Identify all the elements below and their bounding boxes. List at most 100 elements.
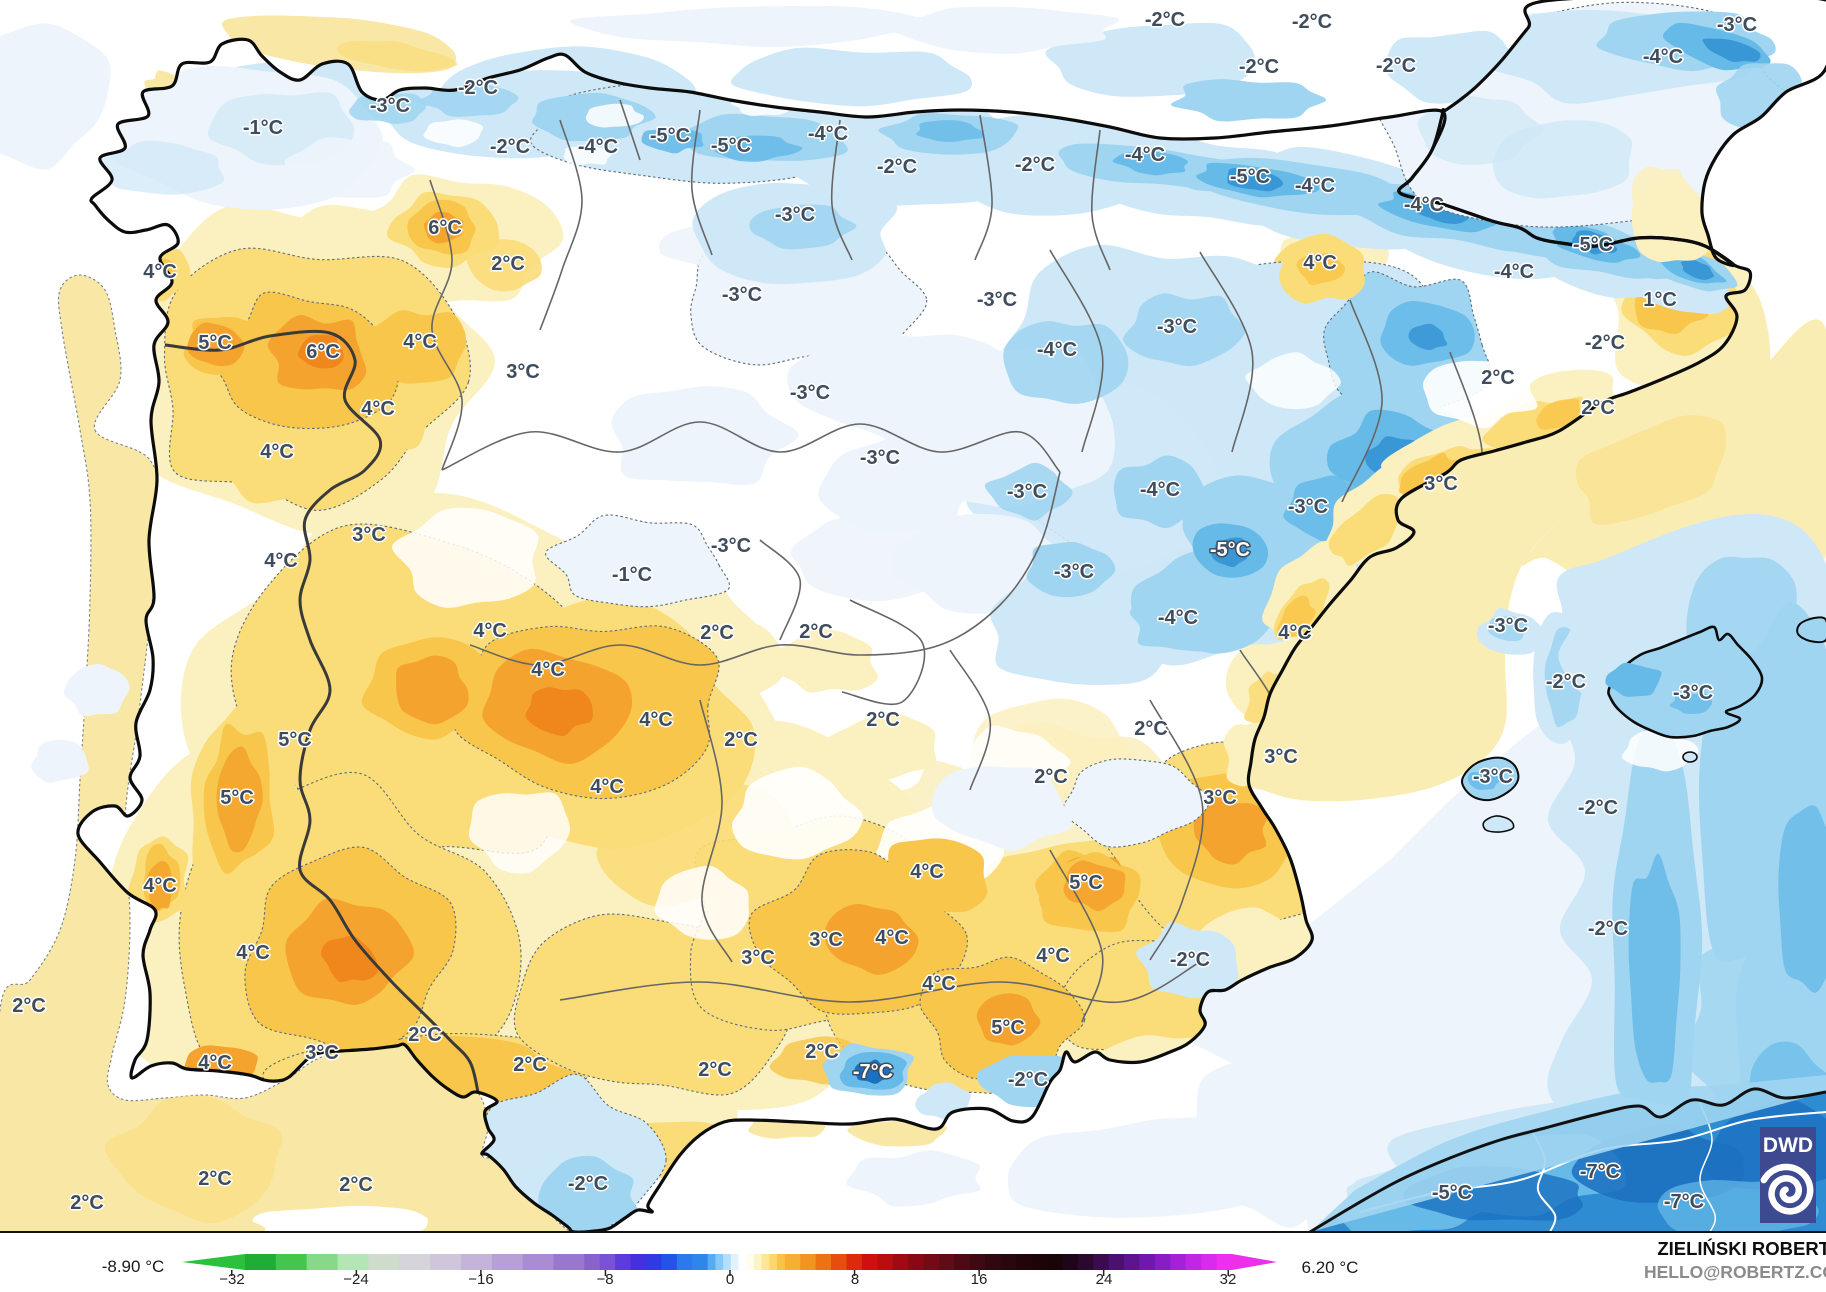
svg-text:-2°C: -2°C: [1588, 918, 1628, 940]
svg-text:-3°C: -3°C: [1054, 561, 1094, 583]
svg-text:2°C: 2°C: [339, 1174, 373, 1196]
svg-text:-3°C: -3°C: [1007, 481, 1047, 503]
svg-text:4°C: 4°C: [260, 441, 294, 463]
svg-text:-4°C: -4°C: [1158, 607, 1198, 629]
svg-text:2°C: 2°C: [805, 1041, 839, 1063]
svg-text:5°C: 5°C: [278, 729, 312, 751]
svg-text:-3°C: -3°C: [1673, 682, 1713, 704]
svg-text:-2°C: -2°C: [1008, 1069, 1048, 1091]
svg-text:-2°C: -2°C: [1376, 55, 1416, 77]
svg-text:4°C: 4°C: [590, 776, 624, 798]
svg-text:-3°C: -3°C: [1157, 316, 1197, 338]
svg-text:-4°C: -4°C: [1140, 479, 1180, 501]
svg-text:4°C: 4°C: [1303, 252, 1337, 274]
svg-text:16: 16: [971, 1271, 988, 1287]
svg-text:-8.90 °C: -8.90 °C: [102, 1257, 165, 1276]
svg-text:-7°C: -7°C: [1664, 1191, 1704, 1213]
svg-text:-1°C: -1°C: [243, 117, 283, 139]
svg-text:2°C: 2°C: [866, 709, 900, 731]
svg-text:3°C: 3°C: [741, 947, 775, 969]
svg-text:−16: −16: [468, 1271, 493, 1287]
svg-text:4°C: 4°C: [143, 261, 177, 283]
svg-text:-2°C: -2°C: [1546, 671, 1586, 693]
svg-text:−32: −32: [219, 1271, 244, 1287]
svg-text:-4°C: -4°C: [1643, 46, 1683, 68]
svg-text:5°C: 5°C: [991, 1017, 1025, 1039]
svg-text:-2°C: -2°C: [1015, 154, 1055, 176]
svg-text:4°C: 4°C: [403, 331, 437, 353]
svg-text:3°C: 3°C: [352, 524, 386, 546]
svg-text:-5°C: -5°C: [1432, 1182, 1472, 1204]
svg-text:2°C: 2°C: [799, 621, 833, 643]
svg-text:-3°C: -3°C: [977, 289, 1017, 311]
svg-text:-2°C: -2°C: [1585, 332, 1625, 354]
svg-text:1°C: 1°C: [1643, 289, 1677, 311]
svg-text:3°C: 3°C: [809, 929, 843, 951]
svg-text:4°C: 4°C: [1036, 945, 1070, 967]
svg-text:2°C: 2°C: [700, 622, 734, 644]
svg-text:-5°C: -5°C: [711, 135, 751, 157]
svg-text:-2°C: -2°C: [877, 156, 917, 178]
svg-text:-2°C: -2°C: [458, 77, 498, 99]
svg-text:5°C: 5°C: [198, 332, 232, 354]
svg-text:-3°C: -3°C: [790, 382, 830, 404]
svg-text:2°C: 2°C: [724, 729, 758, 751]
svg-text:2°C: 2°C: [1581, 397, 1615, 419]
svg-text:3°C: 3°C: [1203, 787, 1237, 809]
svg-text:3°C: 3°C: [1264, 746, 1298, 768]
svg-text:-4°C: -4°C: [578, 136, 618, 158]
svg-text:-4°C: -4°C: [1295, 175, 1335, 197]
svg-text:6°C: 6°C: [306, 341, 340, 363]
svg-text:-3°C: -3°C: [711, 535, 751, 557]
svg-text:-5°C: -5°C: [650, 125, 690, 147]
svg-text:-4°C: -4°C: [1494, 261, 1534, 283]
svg-text:8: 8: [851, 1271, 859, 1287]
svg-text:-4°C: -4°C: [1125, 144, 1165, 166]
svg-text:-7°C: -7°C: [853, 1061, 893, 1083]
svg-text:4°C: 4°C: [922, 973, 956, 995]
svg-text:2°C: 2°C: [1134, 718, 1168, 740]
svg-text:-1°C: -1°C: [612, 564, 652, 586]
svg-text:-3°C: -3°C: [370, 95, 410, 117]
svg-text:4°C: 4°C: [198, 1052, 232, 1074]
svg-text:2°C: 2°C: [12, 995, 46, 1017]
svg-text:-5°C: -5°C: [1573, 234, 1613, 256]
svg-text:2°C: 2°C: [698, 1059, 732, 1081]
svg-text:-5°C: -5°C: [1230, 166, 1270, 188]
svg-text:-3°C: -3°C: [860, 447, 900, 469]
svg-text:4°C: 4°C: [143, 875, 177, 897]
svg-text:2°C: 2°C: [408, 1024, 442, 1046]
svg-text:-3°C: -3°C: [1473, 766, 1513, 788]
svg-text:−24: −24: [343, 1271, 368, 1287]
svg-text:-3°C: -3°C: [1717, 14, 1757, 36]
svg-text:-2°C: -2°C: [1145, 9, 1185, 31]
svg-text:24: 24: [1096, 1271, 1113, 1287]
svg-text:-2°C: -2°C: [490, 136, 530, 158]
svg-text:3°C: 3°C: [506, 361, 540, 383]
svg-text:4°C: 4°C: [910, 861, 944, 883]
svg-text:5°C: 5°C: [1069, 872, 1103, 894]
svg-text:ZIELIŃSKI ROBERT: ZIELIŃSKI ROBERT: [1657, 1238, 1826, 1259]
svg-text:32: 32: [1220, 1271, 1237, 1287]
svg-text:0: 0: [726, 1271, 734, 1287]
svg-text:6°C: 6°C: [428, 217, 462, 239]
svg-text:2°C: 2°C: [491, 253, 525, 275]
svg-text:2°C: 2°C: [513, 1054, 547, 1076]
svg-text:-2°C: -2°C: [1239, 56, 1279, 78]
svg-text:-4°C: -4°C: [1404, 194, 1444, 216]
svg-text:DWD: DWD: [1763, 1134, 1813, 1157]
svg-text:-4°C: -4°C: [1037, 339, 1077, 361]
svg-text:-5°C: -5°C: [1210, 539, 1250, 561]
svg-text:-2°C: -2°C: [1170, 949, 1210, 971]
svg-text:−8: −8: [596, 1271, 613, 1287]
svg-text:-4°C: -4°C: [808, 123, 848, 145]
svg-text:-3°C: -3°C: [775, 204, 815, 226]
svg-text:3°C: 3°C: [1424, 473, 1458, 495]
svg-text:6.20 °C: 6.20 °C: [1302, 1258, 1359, 1277]
svg-text:2°C: 2°C: [70, 1192, 104, 1214]
svg-text:4°C: 4°C: [531, 659, 565, 681]
svg-text:4°C: 4°C: [1278, 622, 1312, 644]
svg-text:3°C: 3°C: [305, 1042, 339, 1064]
svg-text:2°C: 2°C: [198, 1168, 232, 1190]
svg-text:5°C: 5°C: [220, 787, 254, 809]
